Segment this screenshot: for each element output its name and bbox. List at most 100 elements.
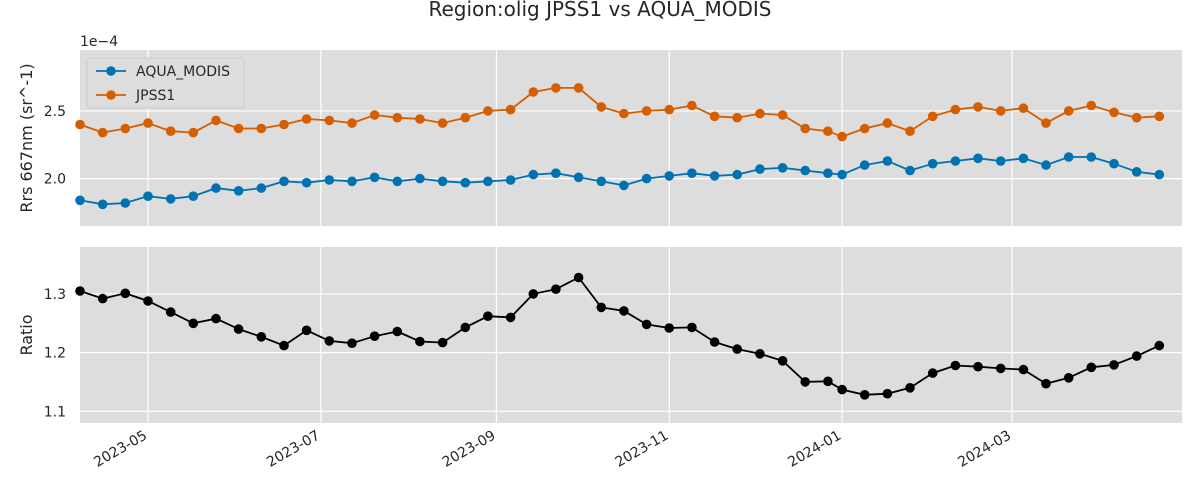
data-point-aqua-modis bbox=[596, 176, 607, 187]
top-plot-background bbox=[80, 50, 1182, 226]
data-point-ratio bbox=[687, 322, 697, 333]
legend-label: AQUA_MODIS bbox=[136, 64, 230, 80]
data-point-jpss1 bbox=[233, 123, 244, 134]
data-point-jpss1 bbox=[800, 123, 810, 134]
data-point-aqua-modis bbox=[120, 198, 131, 208]
data-point-jpss1 bbox=[369, 110, 380, 120]
data-point-aqua-modis bbox=[927, 158, 938, 169]
data-point-aqua-modis bbox=[165, 194, 176, 204]
data-point-ratio bbox=[905, 383, 915, 393]
data-point-ratio bbox=[927, 368, 938, 378]
data-point-ratio bbox=[392, 326, 403, 337]
data-point-aqua-modis bbox=[1109, 158, 1119, 169]
data-point-ratio bbox=[279, 340, 289, 351]
data-point-jpss1 bbox=[324, 115, 335, 126]
legend-box bbox=[86, 57, 245, 109]
data-point-ratio bbox=[1018, 364, 1029, 375]
data-point-jpss1 bbox=[279, 119, 289, 130]
data-point-aqua-modis bbox=[233, 186, 244, 196]
data-point-ratio bbox=[1063, 373, 1074, 383]
data-point-aqua-modis bbox=[97, 199, 108, 210]
x-tick-label: 2023-09 bbox=[440, 428, 499, 471]
data-point-aqua-modis bbox=[324, 175, 335, 185]
data-point-ratio bbox=[233, 324, 244, 334]
data-point-jpss1 bbox=[256, 123, 267, 134]
data-point-jpss1 bbox=[211, 115, 221, 126]
y-tick-label: 1.3 bbox=[44, 287, 66, 303]
data-point-ratio bbox=[823, 376, 833, 387]
data-point-aqua-modis bbox=[973, 153, 983, 164]
data-point-jpss1 bbox=[905, 126, 915, 136]
data-point-jpss1 bbox=[1154, 111, 1165, 122]
data-point-jpss1 bbox=[460, 112, 471, 123]
data-point-ratio bbox=[551, 284, 561, 295]
data-point-aqua-modis bbox=[1086, 152, 1097, 162]
data-point-jpss1 bbox=[415, 114, 425, 124]
top-y-axis-label: Rrs 667nm (sr^-1) bbox=[17, 63, 36, 212]
data-point-aqua-modis bbox=[619, 180, 629, 191]
data-point-jpss1 bbox=[143, 118, 153, 128]
data-point-aqua-modis bbox=[687, 168, 697, 178]
data-point-aqua-modis bbox=[777, 163, 788, 173]
data-point-jpss1 bbox=[392, 112, 403, 123]
data-point-jpss1 bbox=[483, 106, 493, 116]
data-point-ratio bbox=[755, 349, 765, 359]
x-tick-label: 2023-05 bbox=[91, 428, 150, 471]
data-point-ratio bbox=[211, 313, 221, 324]
data-point-aqua-modis bbox=[823, 168, 833, 178]
data-point-aqua-modis bbox=[859, 160, 870, 170]
chart-title: Region:olig JPSS1 vs AQUA_MODIS bbox=[428, 0, 771, 21]
data-point-ratio bbox=[369, 331, 380, 342]
data-point-jpss1 bbox=[528, 87, 539, 97]
data-point-ratio bbox=[301, 325, 312, 336]
data-point-ratio bbox=[973, 361, 983, 372]
data-point-ratio bbox=[882, 388, 893, 399]
data-point-aqua-modis bbox=[256, 183, 267, 193]
data-point-ratio bbox=[837, 384, 847, 395]
data-point-aqua-modis bbox=[483, 176, 493, 187]
data-point-jpss1 bbox=[823, 126, 833, 136]
series-aqua-modis bbox=[75, 152, 1165, 210]
data-point-jpss1 bbox=[777, 110, 788, 120]
data-point-aqua-modis bbox=[188, 191, 199, 201]
data-point-aqua-modis bbox=[1063, 152, 1074, 162]
data-point-aqua-modis bbox=[995, 156, 1006, 166]
data-point-aqua-modis bbox=[709, 171, 720, 181]
x-tick-label: 2024-03 bbox=[955, 428, 1014, 471]
x-tick-label: 2023-07 bbox=[264, 428, 323, 471]
data-point-ratio bbox=[415, 336, 425, 347]
data-point-jpss1 bbox=[995, 106, 1006, 116]
data-point-ratio bbox=[165, 307, 176, 317]
legend-swatch-marker bbox=[106, 66, 116, 76]
data-point-ratio bbox=[460, 322, 471, 333]
data-point-ratio bbox=[505, 312, 516, 323]
data-point-jpss1 bbox=[927, 111, 938, 122]
data-point-ratio bbox=[573, 272, 584, 283]
data-point-jpss1 bbox=[687, 100, 697, 111]
data-point-ratio bbox=[709, 337, 720, 347]
data-point-aqua-modis bbox=[755, 164, 765, 174]
legend: AQUA_MODIS JPSS1 bbox=[86, 57, 245, 109]
data-point-jpss1 bbox=[97, 127, 108, 138]
data-point-jpss1 bbox=[1041, 118, 1051, 128]
data-point-aqua-modis bbox=[800, 165, 810, 176]
data-point-aqua-modis bbox=[415, 173, 425, 184]
data-point-jpss1 bbox=[1018, 103, 1029, 113]
data-point-aqua-modis bbox=[211, 183, 221, 193]
bottom-panel: 1.11.21.3 2023-05 2023-07 2023-09 2023-11 20… bbox=[17, 247, 1182, 471]
data-point-jpss1 bbox=[837, 131, 847, 142]
data-point-jpss1 bbox=[1131, 112, 1142, 123]
y-tick-label: 2.0 bbox=[44, 172, 66, 188]
data-point-aqua-modis bbox=[347, 176, 357, 187]
data-point-aqua-modis bbox=[505, 175, 516, 185]
data-point-ratio bbox=[347, 338, 357, 349]
data-point-aqua-modis bbox=[1131, 167, 1142, 177]
data-point-ratio bbox=[1041, 378, 1051, 389]
data-point-ratio bbox=[120, 288, 131, 299]
data-point-aqua-modis bbox=[369, 172, 380, 183]
data-point-jpss1 bbox=[1086, 100, 1097, 111]
data-point-jpss1 bbox=[732, 112, 742, 123]
series-ratio bbox=[75, 272, 1165, 400]
data-point-ratio bbox=[641, 319, 652, 330]
